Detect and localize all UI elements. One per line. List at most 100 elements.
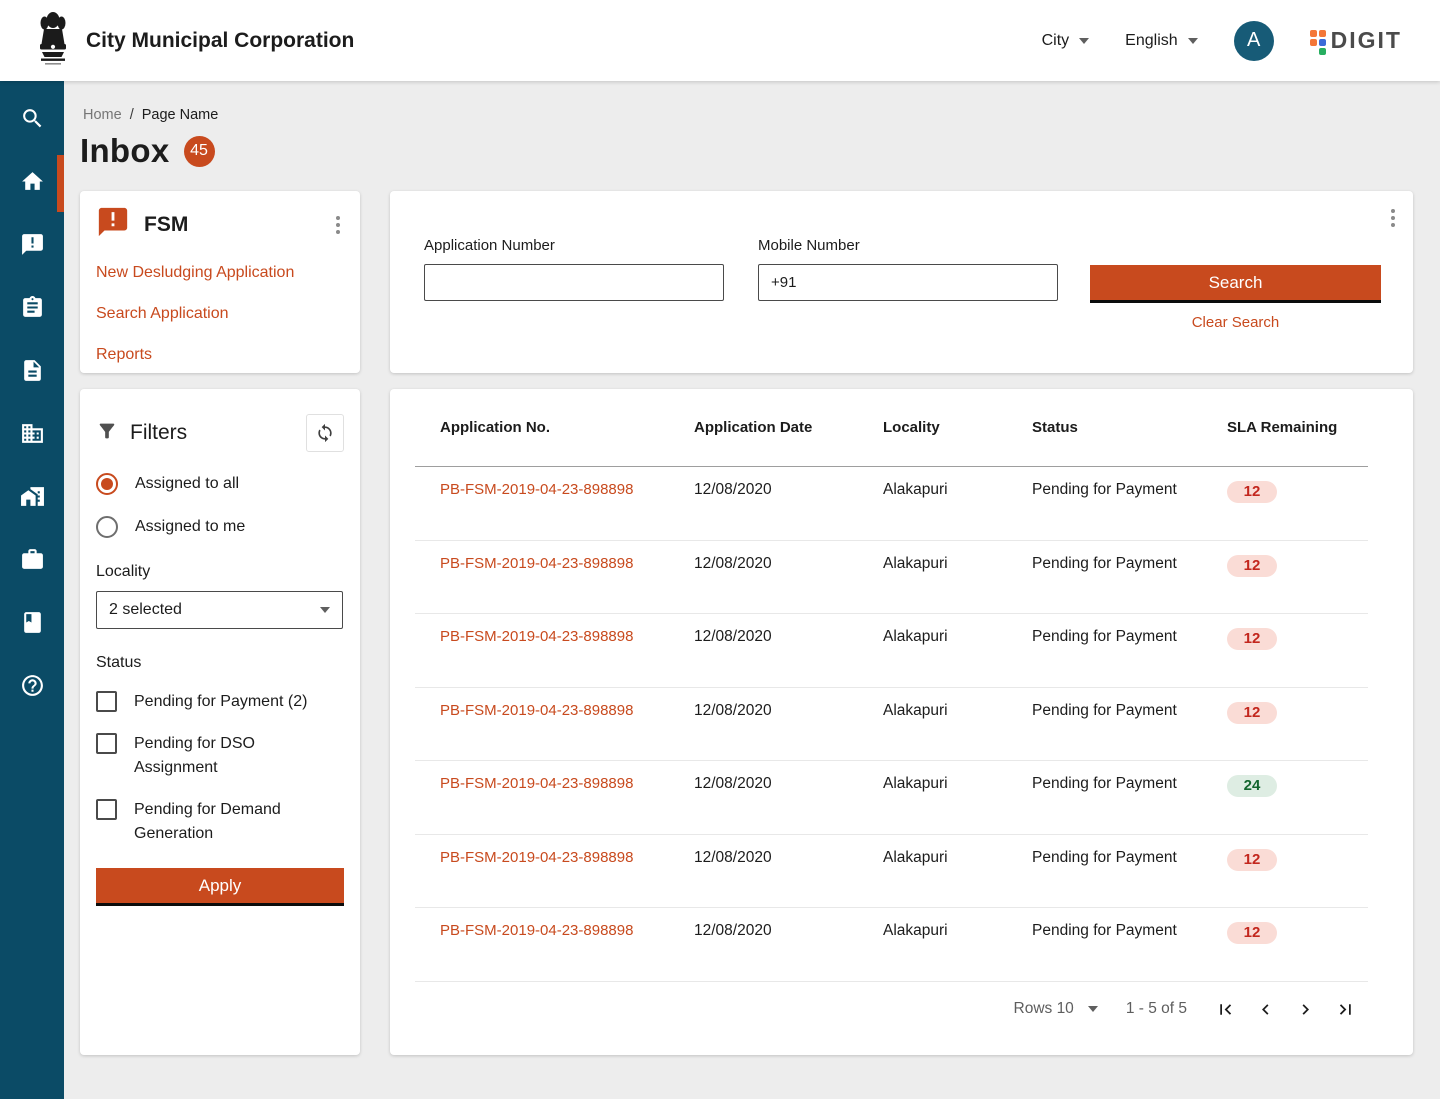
sla-badge: 24 bbox=[1227, 775, 1277, 797]
column-header-application-date: Application Date bbox=[694, 419, 813, 436]
document-icon bbox=[20, 358, 45, 388]
sla-badge: 12 bbox=[1227, 848, 1277, 871]
checkbox-icon bbox=[96, 799, 117, 820]
mobile-number-label: Mobile Number bbox=[758, 237, 860, 254]
locality-cell: Alakapuri bbox=[883, 848, 948, 866]
user-avatar[interactable]: A bbox=[1233, 20, 1274, 61]
org-title: City Municipal Corporation bbox=[86, 28, 355, 52]
locality-cell: Alakapuri bbox=[883, 481, 948, 498]
sla-badge: 12 bbox=[1227, 701, 1277, 724]
next-page-button[interactable] bbox=[1295, 999, 1316, 1020]
status-label: Status bbox=[96, 654, 142, 671]
sidebar-item-help[interactable] bbox=[0, 656, 64, 719]
application-no-link[interactable]: PB-FSM-2019-04-23-898898 bbox=[440, 848, 634, 866]
digit-logo: DIGIT bbox=[1309, 26, 1402, 55]
main-content: Home / Page Name Inbox 45 FSM New Deslud… bbox=[64, 81, 1440, 1099]
breadcrumb-current: Page Name bbox=[141, 107, 219, 123]
refresh-icon bbox=[318, 423, 332, 443]
table-row: PB-FSM-2019-04-23-898898 12/08/2020 Alak… bbox=[415, 614, 1368, 688]
application-date-cell: 12/08/2020 bbox=[694, 775, 772, 792]
breadcrumb-home-link[interactable]: Home bbox=[83, 107, 122, 123]
sidebar-item-class[interactable] bbox=[0, 593, 64, 656]
language-selector[interactable]: English bbox=[1125, 32, 1198, 50]
digit-logo-text: DIGIT bbox=[1330, 26, 1402, 53]
application-date-cell: 12/08/2020 bbox=[694, 481, 772, 498]
reports-link[interactable]: Reports bbox=[96, 346, 153, 363]
sidebar-item-home[interactable] bbox=[0, 152, 64, 215]
application-no-link[interactable]: PB-FSM-2019-04-23-898898 bbox=[440, 775, 634, 792]
fsm-card-menu-icon[interactable] bbox=[332, 212, 344, 238]
table-row: PB-FSM-2019-04-23-898898 12/08/2020 Alak… bbox=[415, 467, 1368, 541]
chevron-right-icon bbox=[1302, 1003, 1309, 1015]
bookmark-book-icon bbox=[20, 610, 45, 640]
column-header-status: Status bbox=[1032, 419, 1078, 436]
assignment-icon bbox=[20, 295, 45, 325]
new-desludging-application-link[interactable]: New Desludging Application bbox=[96, 264, 295, 281]
filter-funnel-icon bbox=[96, 420, 118, 447]
locality-select[interactable]: 2 selected bbox=[96, 591, 343, 629]
application-date-cell: 12/08/2020 bbox=[694, 848, 772, 866]
last-page-button[interactable] bbox=[1335, 999, 1356, 1020]
table-header-divider bbox=[415, 466, 1368, 467]
radio-icon bbox=[96, 473, 118, 495]
locality-select-value: 2 selected bbox=[109, 601, 182, 618]
application-no-link[interactable]: PB-FSM-2019-04-23-898898 bbox=[440, 701, 634, 719]
filters-card: Filters Assigned to all Assigned to me L… bbox=[80, 389, 360, 1055]
table-row: PB-FSM-2019-04-23-898898 12/08/2020 Alak… bbox=[415, 688, 1368, 761]
application-no-link[interactable]: PB-FSM-2019-04-23-898898 bbox=[440, 922, 634, 939]
checkbox-pending-for-demand-generation[interactable]: Pending for Demand Generation bbox=[96, 798, 344, 846]
applications-table-card: Application No. Application Date Localit… bbox=[390, 389, 1413, 1055]
search-button[interactable]: Search bbox=[1090, 265, 1381, 303]
city-selector[interactable]: City bbox=[1042, 32, 1090, 50]
radio-assigned-to-me[interactable]: Assigned to me bbox=[96, 516, 344, 538]
clear-search-link[interactable]: Clear Search bbox=[1191, 314, 1280, 331]
application-no-link[interactable]: PB-FSM-2019-04-23-898898 bbox=[440, 481, 634, 498]
radio-assigned-to-me-label: Assigned to me bbox=[135, 518, 246, 535]
table-header-row: Application No. Application Date Localit… bbox=[415, 419, 1368, 436]
filters-title: Filters bbox=[130, 421, 188, 444]
radio-assigned-to-all[interactable]: Assigned to all bbox=[96, 473, 344, 495]
fsm-module-card: FSM New Desludging Application Search Ap… bbox=[80, 191, 360, 373]
search-application-link[interactable]: Search Application bbox=[96, 305, 229, 322]
application-no-link[interactable]: PB-FSM-2019-04-23-898898 bbox=[440, 628, 634, 645]
help-icon bbox=[20, 673, 45, 703]
inbox-count-badge: 45 bbox=[183, 135, 215, 167]
fsm-card-title: FSM bbox=[144, 212, 189, 236]
sidebar-item-home-work[interactable] bbox=[0, 467, 64, 530]
column-header-sla-remaining: SLA Remaining bbox=[1227, 419, 1338, 436]
refresh-filters-button[interactable] bbox=[306, 414, 344, 452]
table-row: PB-FSM-2019-04-23-898898 12/08/2020 Alak… bbox=[415, 541, 1368, 614]
first-page-button[interactable] bbox=[1215, 999, 1236, 1020]
previous-page-button[interactable] bbox=[1255, 999, 1276, 1020]
status-cell: Pending for Payment bbox=[1032, 554, 1177, 572]
checkbox-pending-for-dso-assignment[interactable]: Pending for DSO Assignment bbox=[96, 732, 344, 780]
sidebar-item-announcement[interactable] bbox=[0, 215, 64, 278]
checkbox-icon bbox=[96, 691, 117, 712]
search-card-menu-icon[interactable] bbox=[1387, 205, 1399, 231]
sidebar-item-work[interactable] bbox=[0, 530, 64, 593]
mobile-number-input[interactable] bbox=[758, 264, 1058, 301]
status-cell: Pending for Payment bbox=[1032, 775, 1177, 792]
locality-label: Locality bbox=[96, 563, 151, 580]
table-row: PB-FSM-2019-04-23-898898 12/08/2020 Alak… bbox=[415, 835, 1368, 908]
first-page-icon bbox=[1220, 1003, 1232, 1015]
sidebar-item-assignment[interactable] bbox=[0, 278, 64, 341]
locality-cell: Alakapuri bbox=[883, 775, 948, 792]
sidebar-item-documents[interactable] bbox=[0, 341, 64, 404]
application-number-input[interactable] bbox=[424, 264, 724, 301]
apply-filters-button[interactable]: Apply bbox=[96, 868, 344, 906]
rows-per-page-select[interactable]: Rows 10 bbox=[1014, 1000, 1098, 1018]
application-no-link[interactable]: PB-FSM-2019-04-23-898898 bbox=[440, 554, 634, 572]
application-date-cell: 12/08/2020 bbox=[694, 701, 772, 719]
chevron-down-icon bbox=[1079, 37, 1090, 44]
chevron-down-icon bbox=[1187, 37, 1198, 44]
sla-badge: 12 bbox=[1227, 481, 1277, 503]
search-icon bbox=[20, 106, 45, 136]
sla-badge: 12 bbox=[1227, 554, 1277, 577]
checkbox-pending-for-payment[interactable]: Pending for Payment (2) bbox=[96, 690, 344, 714]
avatar-letter: A bbox=[1246, 29, 1261, 51]
chevron-down-icon bbox=[320, 607, 330, 613]
sidebar-item-business[interactable] bbox=[0, 404, 64, 467]
fsm-announcement-icon bbox=[96, 205, 130, 244]
sidebar-item-search[interactable] bbox=[0, 89, 64, 152]
